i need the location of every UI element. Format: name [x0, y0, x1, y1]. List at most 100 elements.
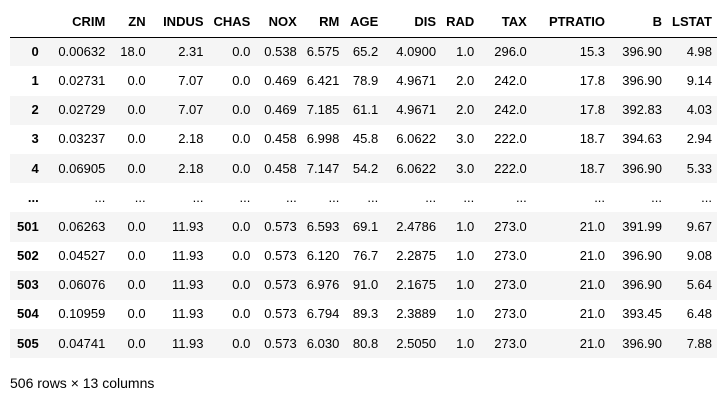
table-row: 4 0.06905 0.0 2.18 0.0 0.458 7.147 54.2 6.0622 3.… — [10, 153, 717, 184]
table-cell: 0.458 — [264, 131, 297, 147]
table-cell: 6.976 — [306, 277, 340, 293]
table-cell: 0.458 — [264, 160, 297, 176]
column-header: B — [610, 8, 667, 38]
table-cell: 0.04527 — [58, 248, 106, 264]
table-cell: 11.93 — [171, 248, 204, 264]
table-cell: 4.03 — [686, 102, 712, 118]
table-cell: 0.0 — [232, 277, 251, 293]
table-cell: 0.0 — [127, 277, 146, 293]
table-cell: 273.0 — [494, 248, 527, 264]
table-cell: 1.0 — [456, 277, 475, 293]
table-cell: 222.0 — [494, 160, 527, 176]
table-cell: 0.0 — [127, 72, 146, 88]
dataframe-shape-label: 506 rows × 13 columns — [10, 375, 155, 391]
table-cell: 7.88 — [686, 335, 712, 351]
table-cell: 392.83 — [622, 102, 662, 118]
index-header — [10, 8, 44, 38]
table-cell: 7.147 — [306, 160, 340, 176]
table-cell: 2.2875 — [396, 248, 437, 264]
table-cell: 0.02731 — [58, 72, 106, 88]
table-cell: 242.0 — [494, 102, 527, 118]
table-cell: 6.120 — [306, 248, 340, 264]
row-index: ... — [27, 189, 39, 205]
table-cell: 0.573 — [264, 248, 297, 264]
table-cell: 18.7 — [579, 160, 606, 176]
table-cell: 242.0 — [494, 72, 527, 88]
table-cell: 21.0 — [579, 335, 606, 351]
row-index: 1 — [31, 72, 39, 88]
table-row: 505 0.04741 0.0 11.93 0.0 0.573 6.030 80.8 2.505… — [10, 329, 717, 359]
table-cell: 21.0 — [579, 277, 606, 293]
table-cell: 9.67 — [686, 218, 712, 234]
table-cell: 396.90 — [622, 160, 662, 176]
table-cell: 0.06905 — [58, 160, 106, 176]
table-cell: 0.538 — [264, 44, 297, 60]
table-cell: 21.0 — [579, 306, 606, 322]
table-cell: 0.00632 — [58, 44, 106, 60]
table-cell: 80.8 — [352, 335, 379, 351]
table-cell: 0.0 — [127, 102, 146, 118]
row-index: 3 — [31, 131, 39, 147]
column-header: RM — [301, 8, 345, 38]
table-cell: 0.0 — [127, 218, 146, 234]
column-header: LSTAT — [666, 8, 717, 38]
table-cell: 3.0 — [456, 131, 475, 147]
column-header: INDUS — [150, 8, 209, 38]
table-cell: 1.0 — [456, 248, 475, 264]
table-cell: ... — [134, 189, 146, 205]
table-cell: 0.04741 — [58, 335, 106, 351]
table-cell: 0.0 — [127, 160, 146, 176]
table-cell: 0.573 — [264, 277, 297, 293]
table-cell: 4.9671 — [396, 102, 437, 118]
table-cell: ... — [425, 189, 437, 205]
table-cell: ... — [463, 189, 475, 205]
row-index: 0 — [31, 44, 39, 60]
table-cell: 273.0 — [494, 218, 527, 234]
table-cell: 2.0 — [456, 102, 475, 118]
table-cell: 0.02729 — [58, 102, 106, 118]
table-cell: 9.08 — [686, 248, 712, 264]
table-cell: ... — [651, 189, 662, 205]
table-cell: 0.573 — [264, 218, 297, 234]
table-cell: 0.0 — [232, 102, 251, 118]
table-cell: 0.0 — [232, 44, 251, 60]
table-cell: 296.0 — [494, 44, 527, 60]
table-cell: 69.1 — [352, 218, 379, 234]
table-cell: 0.0 — [232, 335, 251, 351]
table-cell: ... — [328, 189, 340, 205]
table-row: 504 0.10959 0.0 11.93 0.0 0.573 6.794 89.3 2.388… — [10, 299, 717, 330]
table-cell: ... — [367, 189, 379, 205]
table-cell: 5.33 — [686, 160, 712, 176]
row-index: 504 — [17, 306, 39, 322]
table-cell: 7.185 — [306, 102, 340, 118]
table-cell: 76.7 — [352, 248, 379, 264]
table-cell: 0.0 — [232, 131, 251, 147]
table-cell: 65.2 — [352, 44, 379, 60]
table-cell: 2.0 — [456, 72, 475, 88]
table-cell: 0.06263 — [58, 218, 106, 234]
table-cell: 0.06076 — [58, 277, 106, 293]
table-cell: 5.64 — [686, 277, 712, 293]
table-row: 1 0.02731 0.0 7.07 0.0 0.469 6.421 78.9 4.9671 2.… — [10, 66, 717, 96]
table-cell: 2.3889 — [396, 306, 437, 322]
table-cell: 396.90 — [622, 72, 662, 88]
column-header: PTRATIO — [531, 8, 611, 38]
table-header: CRIM ZN INDUS CHAS NOX RM AGE DIS RAD TAX PTRATIO B… — [10, 8, 717, 38]
table-cell: 0.0 — [232, 160, 251, 176]
table-cell: 1.0 — [456, 218, 475, 234]
row-index: 4 — [31, 160, 39, 176]
column-header: ZN — [110, 8, 151, 38]
table-cell: 396.90 — [622, 277, 662, 293]
table-cell: ... — [192, 189, 204, 205]
table-cell: 11.93 — [171, 335, 204, 351]
table-cell: 273.0 — [494, 306, 527, 322]
table-cell: ... — [285, 189, 297, 205]
table-cell: 15.3 — [579, 44, 606, 60]
table-cell: ... — [701, 189, 712, 205]
dataframe-table: CRIM ZN INDUS CHAS NOX RM AGE DIS RAD TAX PTRATIO B… — [10, 8, 717, 359]
table-cell: 2.18 — [178, 131, 204, 147]
table-cell: 1.0 — [456, 44, 475, 60]
table-cell: 0.0 — [232, 218, 251, 234]
table-cell: ... — [594, 189, 606, 205]
table-cell: 4.9671 — [396, 72, 437, 88]
